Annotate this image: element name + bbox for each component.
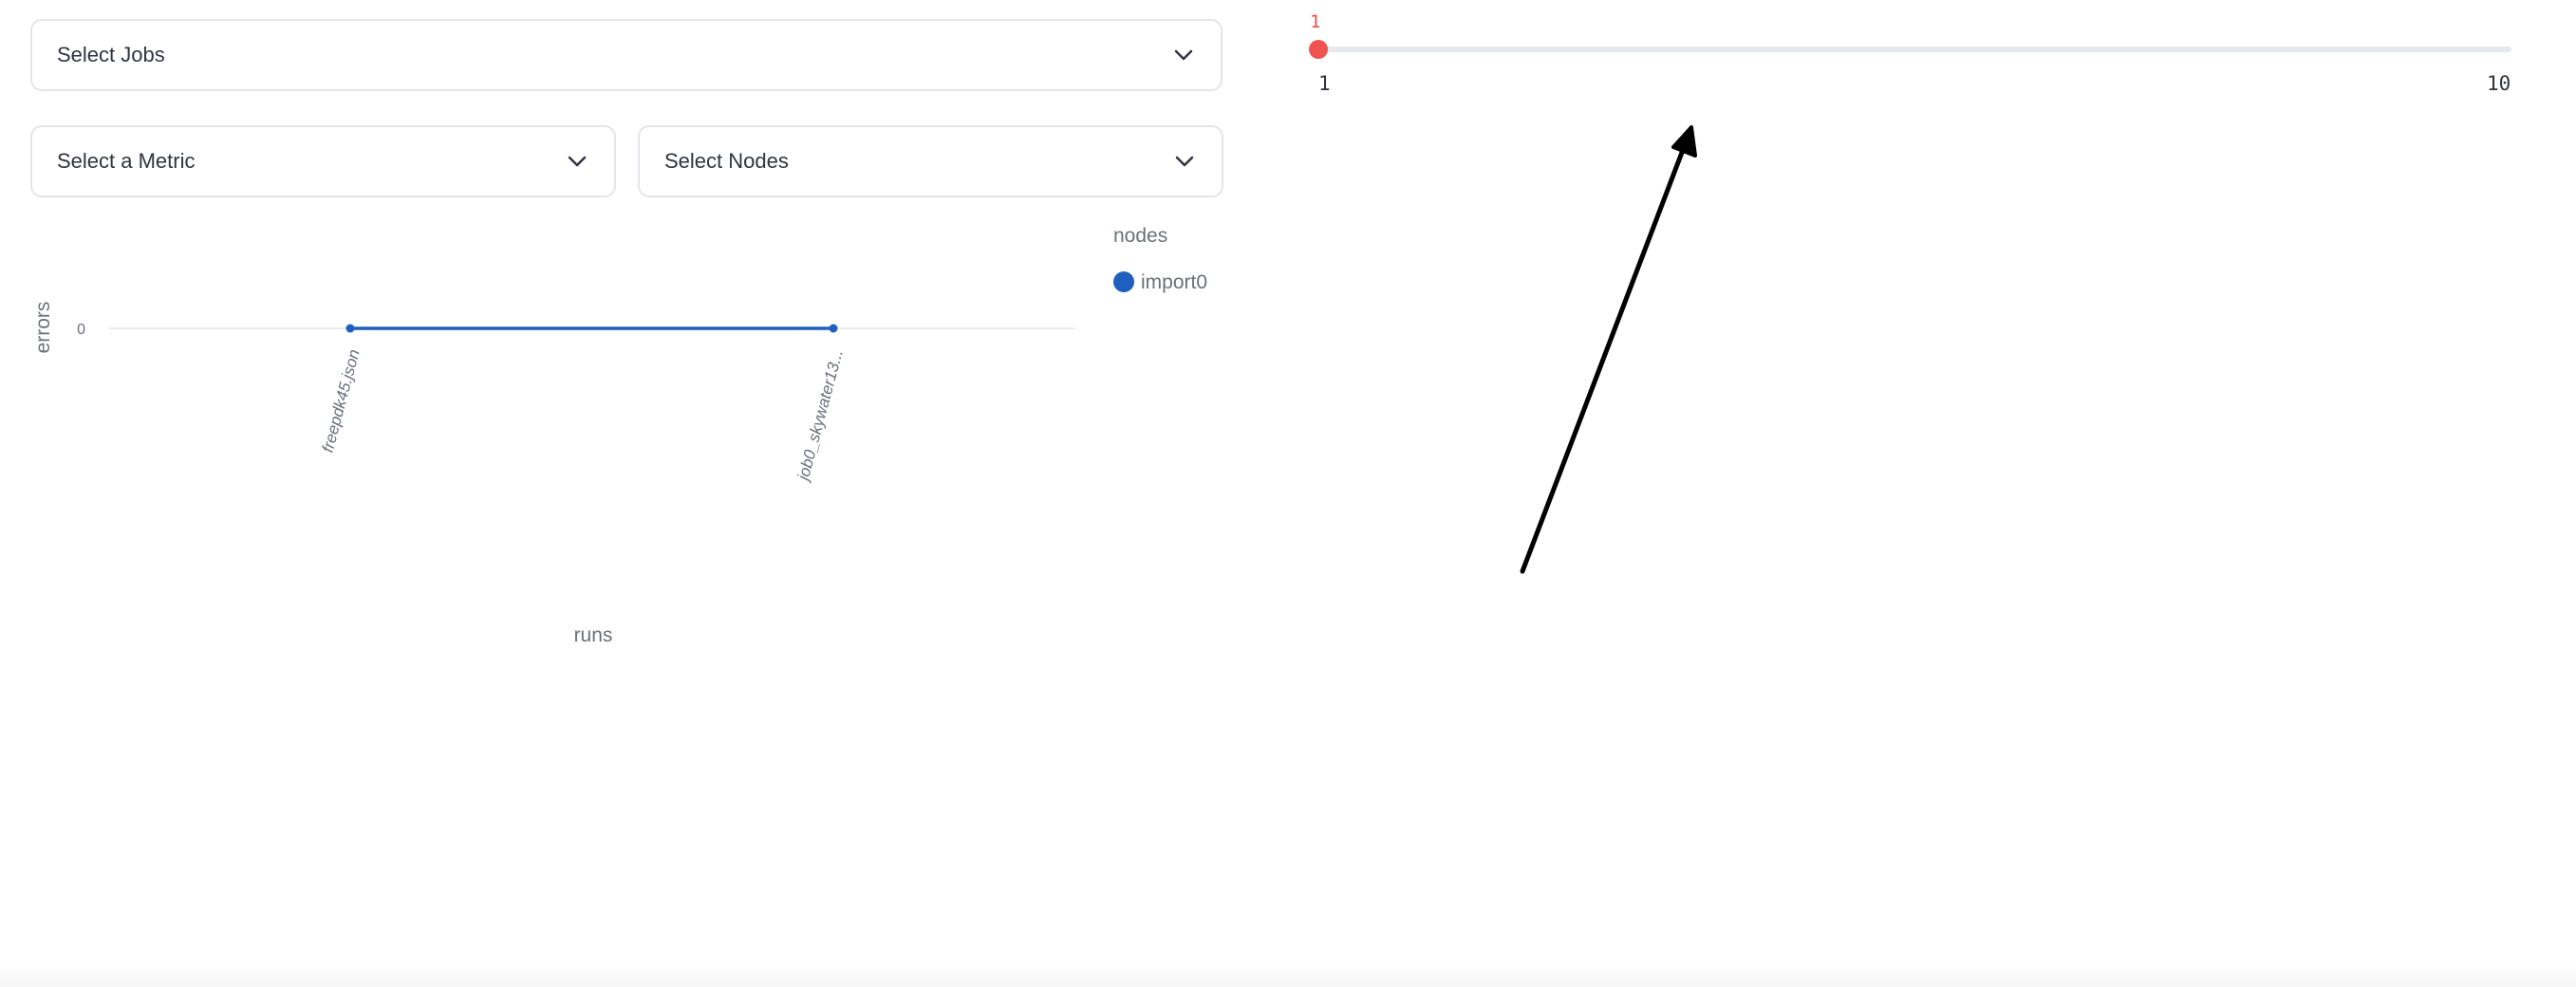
select-metric-dropdown[interactable]: Select a Metric [30, 125, 616, 197]
select-jobs-label: Select Jobs [57, 43, 165, 66]
slider-max-label: 10 [2487, 72, 2511, 95]
y-axis-title: errors [32, 302, 54, 354]
series-layer [345, 324, 838, 333]
legend-title: nodes [1113, 225, 1167, 247]
select-nodes-label: Select Nodes [664, 149, 789, 173]
select-metric-label: Select a Metric [57, 149, 196, 173]
x-axis-ticks: freepdk45.json job0_skywater13... [319, 347, 847, 484]
slider-thumb[interactable] [1309, 40, 1328, 59]
chevron-down-icon [1173, 45, 1194, 65]
chevron-down-icon [1174, 151, 1195, 172]
slider-track[interactable] [1319, 47, 2511, 52]
x-axis-title: runs [574, 624, 613, 646]
x-tick-label: job0_skywater13... [793, 347, 847, 484]
chevron-down-icon [567, 151, 588, 172]
legend: import0 [1113, 271, 1207, 293]
slider-min-label: 1 [1318, 72, 1331, 95]
bottom-fade [0, 959, 2576, 987]
x-tick-label: freepdk45.json [319, 347, 364, 455]
y-tick-label: 0 [77, 322, 85, 338]
slider-current-value: 1 [1310, 11, 1321, 32]
select-jobs-dropdown[interactable]: Select Jobs [30, 19, 1223, 91]
data-point[interactable] [345, 324, 355, 333]
legend-swatch[interactable] [1113, 271, 1134, 292]
errors-line-chart: errors 0 freepdk45.json job0_skywater13..… [32, 225, 1207, 646]
select-nodes-dropdown[interactable]: Select Nodes [638, 125, 1223, 197]
y-axis-ticks: 0 [77, 322, 85, 338]
data-point[interactable] [829, 324, 838, 333]
legend-label[interactable]: import0 [1141, 271, 1207, 293]
